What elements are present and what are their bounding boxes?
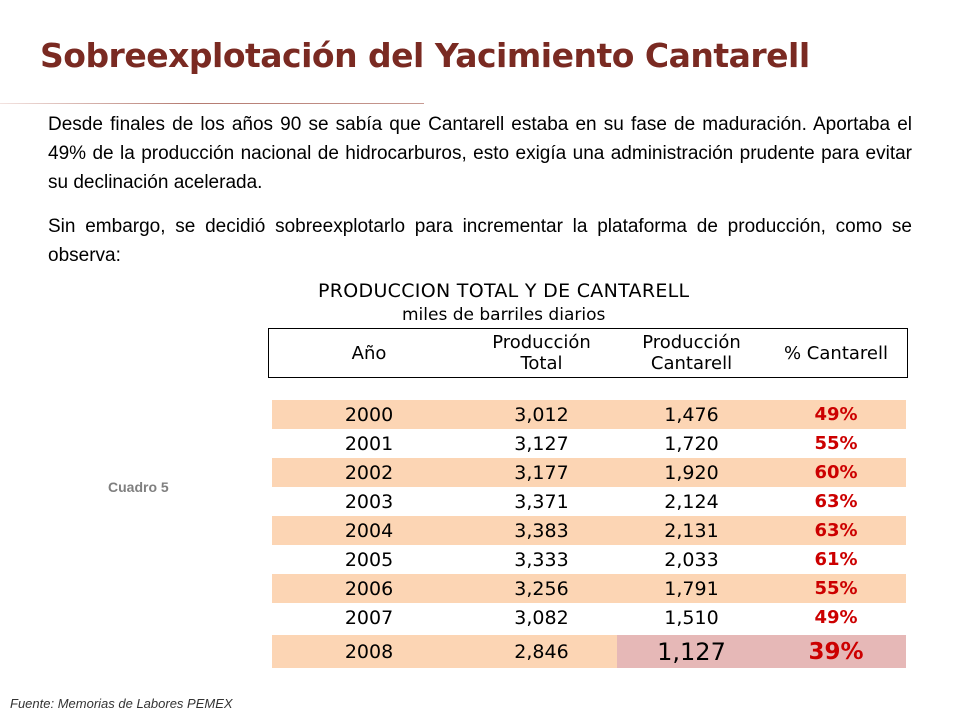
cell-cantarell: 2,131 — [617, 516, 766, 545]
slide-title: Sobreexplotación del Yacimiento Cantarel… — [40, 36, 810, 75]
cell-cantarell: 2,033 — [617, 545, 766, 574]
title-underline — [0, 103, 424, 104]
cell-cantarell: 1,720 — [617, 429, 766, 458]
header-total-line2: Total — [520, 353, 562, 374]
cell-total: 3,371 — [466, 487, 617, 516]
table-row: 2000 3,012 1,476 49% — [272, 400, 906, 429]
header-pct: % Cantarell — [766, 330, 906, 376]
paragraph-1: Desde finales de los años 90 se sabía qu… — [48, 110, 912, 197]
cell-year: 2006 — [272, 574, 466, 603]
table-row: 2002 3,177 1,920 60% — [272, 458, 906, 487]
cell-pct: 39% — [766, 635, 906, 668]
cell-pct: 60% — [766, 458, 906, 487]
table-row-highlighted: 2008 2,846 1,127 39% — [272, 635, 906, 668]
paragraph-2: Sin embargo, se decidió sobreexplotarlo … — [48, 212, 912, 270]
header-left-rule — [268, 328, 269, 378]
cell-cantarell: 1,127 — [617, 635, 766, 668]
header-right-rule — [907, 328, 908, 378]
table-row: 2001 3,127 1,720 55% — [272, 429, 906, 458]
table-row: 2006 3,256 1,791 55% — [272, 574, 906, 603]
cell-total: 3,333 — [466, 545, 617, 574]
header-year: Año — [272, 330, 466, 376]
header-year-label: Año — [352, 343, 387, 364]
cell-total: 3,127 — [466, 429, 617, 458]
cell-total: 2,846 — [466, 635, 617, 668]
cell-pct: 55% — [766, 574, 906, 603]
production-table-body: 2000 3,012 1,476 49% 2001 3,127 1,720 55… — [272, 400, 906, 668]
cell-pct: 63% — [766, 516, 906, 545]
header-top-rule — [268, 328, 908, 329]
table-row: 2003 3,371 2,124 63% — [272, 487, 906, 516]
cell-cantarell: 1,476 — [617, 400, 766, 429]
cell-year: 2000 — [272, 400, 466, 429]
table-row: 2004 3,383 2,131 63% — [272, 516, 906, 545]
cell-cantarell: 1,791 — [617, 574, 766, 603]
cell-total: 3,256 — [466, 574, 617, 603]
cell-year: 2002 — [272, 458, 466, 487]
cell-total: 3,082 — [466, 603, 617, 632]
table-title: PRODUCCION TOTAL Y DE CANTARELL — [318, 280, 689, 302]
table-caption: Cuadro 5 — [108, 479, 169, 495]
cell-cantarell: 1,920 — [617, 458, 766, 487]
cell-pct: 49% — [766, 603, 906, 632]
cell-pct: 55% — [766, 429, 906, 458]
cell-year: 2001 — [272, 429, 466, 458]
cell-year: 2007 — [272, 603, 466, 632]
cell-year: 2003 — [272, 487, 466, 516]
cell-cantarell: 1,510 — [617, 603, 766, 632]
cell-total: 3,012 — [466, 400, 617, 429]
header-total-line1: Producción — [492, 332, 591, 353]
header-pct-label: % Cantarell — [784, 343, 888, 364]
header-cantarell-line1: Producción — [642, 332, 741, 353]
header-cantarell: Producción Cantarell — [617, 330, 766, 376]
cell-total: 3,177 — [466, 458, 617, 487]
source-note: Fuente: Memorias de Labores PEMEX — [10, 696, 233, 711]
cell-year: 2005 — [272, 545, 466, 574]
cell-pct: 61% — [766, 545, 906, 574]
table-row: 2005 3,333 2,033 61% — [272, 545, 906, 574]
header-total: Producción Total — [466, 330, 617, 376]
table-row: 2007 3,082 1,510 49% — [272, 603, 906, 632]
cell-pct: 63% — [766, 487, 906, 516]
header-cantarell-line2: Cantarell — [651, 353, 732, 374]
cell-cantarell: 2,124 — [617, 487, 766, 516]
cell-year: 2004 — [272, 516, 466, 545]
table-subtitle: miles de barriles diarios — [402, 305, 605, 325]
cell-year: 2008 — [272, 635, 466, 668]
cell-total: 3,383 — [466, 516, 617, 545]
header-bottom-rule — [268, 377, 908, 378]
cell-pct: 49% — [766, 400, 906, 429]
